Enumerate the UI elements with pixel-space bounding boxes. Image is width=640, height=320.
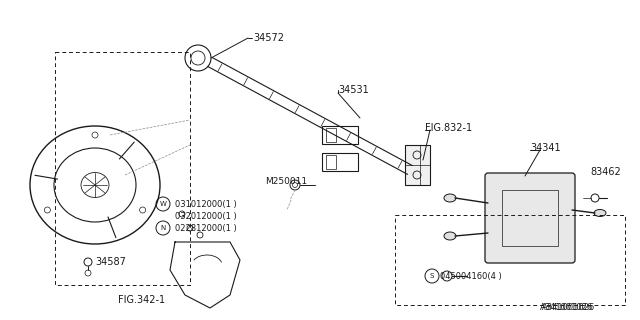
FancyBboxPatch shape	[485, 173, 575, 263]
Text: 34531: 34531	[338, 85, 369, 95]
Text: A341001026: A341001026	[540, 303, 593, 313]
Text: 34341: 34341	[530, 143, 561, 153]
Text: FIG.832-1: FIG.832-1	[425, 123, 472, 133]
Ellipse shape	[444, 232, 456, 240]
Text: W: W	[159, 201, 166, 207]
Text: 031012000(1 ): 031012000(1 )	[175, 199, 237, 209]
Text: 34572: 34572	[253, 33, 284, 43]
Ellipse shape	[594, 210, 606, 217]
Text: FIG.342-1: FIG.342-1	[118, 295, 165, 305]
Text: N: N	[161, 225, 166, 231]
Text: 34587: 34587	[95, 257, 126, 267]
Text: 032012000(1 ): 032012000(1 )	[175, 212, 237, 220]
Text: 83462: 83462	[590, 167, 621, 177]
Text: 022812000(1 ): 022812000(1 )	[175, 223, 237, 233]
Text: S: S	[430, 273, 434, 279]
Text: M250011: M250011	[265, 178, 307, 187]
Text: A341001026: A341001026	[541, 303, 595, 312]
Ellipse shape	[444, 194, 456, 202]
FancyBboxPatch shape	[405, 145, 430, 185]
Text: 045004160(4 ): 045004160(4 )	[440, 271, 502, 281]
